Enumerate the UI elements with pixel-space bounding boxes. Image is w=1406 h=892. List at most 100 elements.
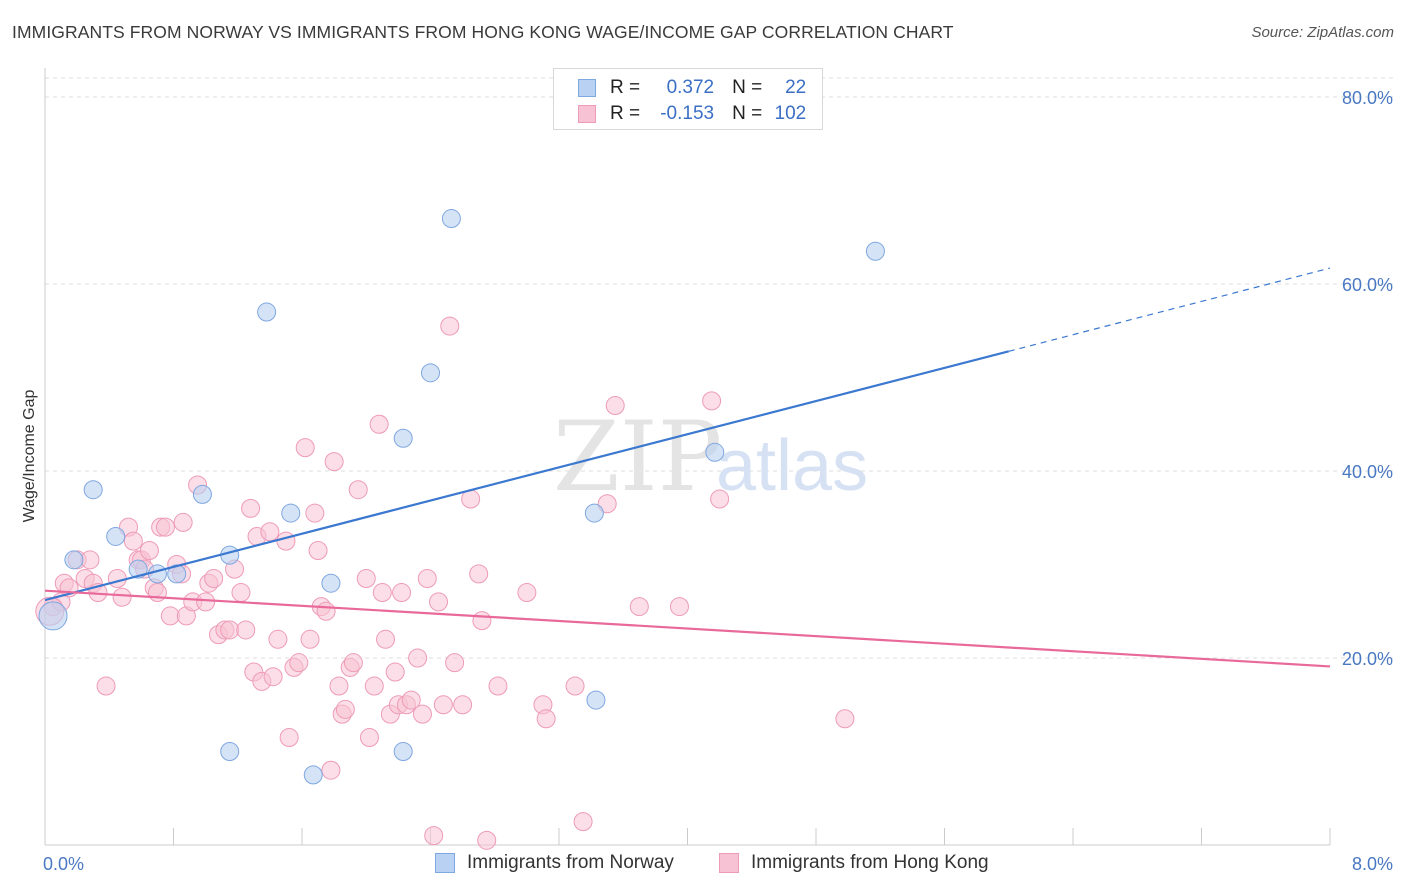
norway-point — [192, 484, 212, 504]
hongkong-point — [289, 653, 309, 673]
hongkong-point — [268, 629, 288, 649]
watermark-atlas: atlas — [716, 426, 868, 506]
norway-point — [303, 765, 323, 785]
hongkong-point — [260, 522, 280, 542]
hongkong-point — [605, 396, 625, 416]
norway-trend-line — [44, 350, 1010, 602]
legend-row-hongkong: R = -0.153 N = 102 — [578, 102, 806, 126]
source-credit: Source: ZipAtlas.com — [1251, 24, 1394, 41]
hongkong-point — [573, 812, 593, 832]
hongkong-point — [196, 592, 216, 612]
hongkong-point — [477, 830, 497, 850]
hongkong-point — [231, 583, 251, 603]
legend-item-hongkong[interactable]: Immigrants from Hong Kong — [719, 852, 989, 874]
norway-point — [586, 690, 606, 710]
hongkong-point — [565, 676, 585, 696]
hongkong-point — [835, 709, 855, 729]
norway-r-value: 0.372 — [666, 77, 715, 98]
norway-point — [393, 742, 413, 761]
hongkong-point — [469, 564, 489, 584]
hongkong-point — [440, 316, 460, 336]
norway-point — [83, 480, 103, 500]
hongkong-point — [316, 601, 336, 621]
norway-point — [321, 573, 341, 593]
norway-swatch — [578, 79, 596, 97]
hongkong-point — [276, 531, 296, 551]
norway-point — [167, 564, 187, 584]
norway-point — [220, 545, 240, 565]
chart-title: IMMIGRANTS FROM NORWAY VS IMMIGRANTS FRO… — [12, 22, 954, 42]
hongkong-point — [356, 569, 376, 589]
hongkong-r-value: -0.153 — [660, 103, 715, 124]
hongkong-point — [348, 480, 368, 500]
norway-n-label: N = — [732, 77, 763, 98]
hongkong-point — [433, 695, 453, 715]
hongkong-point — [279, 727, 299, 747]
norway-point — [705, 442, 725, 462]
hongkong-point — [147, 583, 167, 603]
norway-point — [147, 564, 167, 584]
hongkong-point — [453, 695, 473, 715]
hongkong-point — [372, 583, 392, 603]
hongkong-point — [107, 569, 127, 589]
hongkong-point — [96, 676, 116, 696]
norway-legend-label: Immigrants from Norway — [467, 852, 674, 873]
hongkong-point — [139, 540, 159, 560]
norway-point — [106, 526, 126, 546]
hongkong-point — [401, 690, 421, 710]
hongkong-point — [295, 438, 315, 458]
hongkong-point — [488, 676, 508, 696]
axes — [44, 68, 1331, 846]
y-tick-label: 40.0% — [1342, 462, 1393, 482]
hongkong-n-label: N = — [732, 103, 763, 124]
legend-item-norway[interactable]: Immigrants from Norway — [435, 852, 674, 874]
hongkong-point — [236, 620, 256, 640]
hongkong-point — [702, 391, 722, 411]
hongkong-point — [204, 569, 224, 589]
x-tick-label-max: 8.0% — [1352, 854, 1393, 874]
hongkong-point — [517, 583, 537, 603]
hongkong-point — [472, 611, 492, 631]
norway-trend-extension — [1008, 267, 1331, 352]
hongkong-point — [324, 452, 344, 472]
hongkong-legend-swatch — [719, 853, 739, 873]
x-tick-labels: 0.0% 8.0% — [43, 854, 1393, 874]
stats-legend: R = 0.372 N = 22 R = -0.153 N = 102 — [553, 68, 823, 130]
norway-points — [38, 209, 885, 785]
hongkong-point — [241, 498, 261, 518]
y-tick-label: 60.0% — [1342, 275, 1393, 295]
norway-point — [421, 363, 440, 383]
norway-point — [38, 601, 68, 631]
x-tick-label-min: 0.0% — [43, 854, 84, 874]
hongkong-point — [392, 583, 412, 603]
y-tick-labels: 20.0% 40.0% 60.0% 80.0% — [1342, 88, 1393, 669]
hongkong-point — [376, 629, 396, 649]
norway-point — [257, 302, 277, 322]
hongkong-point — [364, 676, 384, 696]
legend-row-norway: R = 0.372 N = 22 — [578, 76, 806, 100]
hongkong-point — [629, 597, 649, 617]
hongkong-point — [123, 531, 143, 551]
hongkong-n-value: 102 — [774, 103, 807, 124]
hongkong-point — [429, 592, 449, 612]
y-tick-label: 80.0% — [1342, 88, 1393, 108]
norway-point — [220, 742, 240, 761]
grid-lines — [45, 77, 1393, 659]
norway-point — [865, 241, 885, 261]
norway-point — [281, 503, 301, 523]
norway-legend-swatch — [435, 853, 455, 873]
hongkong-point — [536, 709, 556, 729]
y-tick-label: 20.0% — [1342, 649, 1393, 669]
hongkong-point — [408, 648, 428, 668]
trend-lines — [44, 267, 1331, 668]
hongkong-point — [343, 653, 363, 673]
hongkong-point — [300, 629, 320, 649]
hongkong-swatch — [578, 105, 596, 123]
norway-n-value: 22 — [785, 77, 807, 98]
hongkong-point — [220, 620, 240, 640]
hongkong-point — [305, 503, 325, 523]
hongkong-point — [597, 494, 617, 514]
hongkong-point — [359, 727, 379, 747]
hongkong-point — [445, 653, 465, 673]
